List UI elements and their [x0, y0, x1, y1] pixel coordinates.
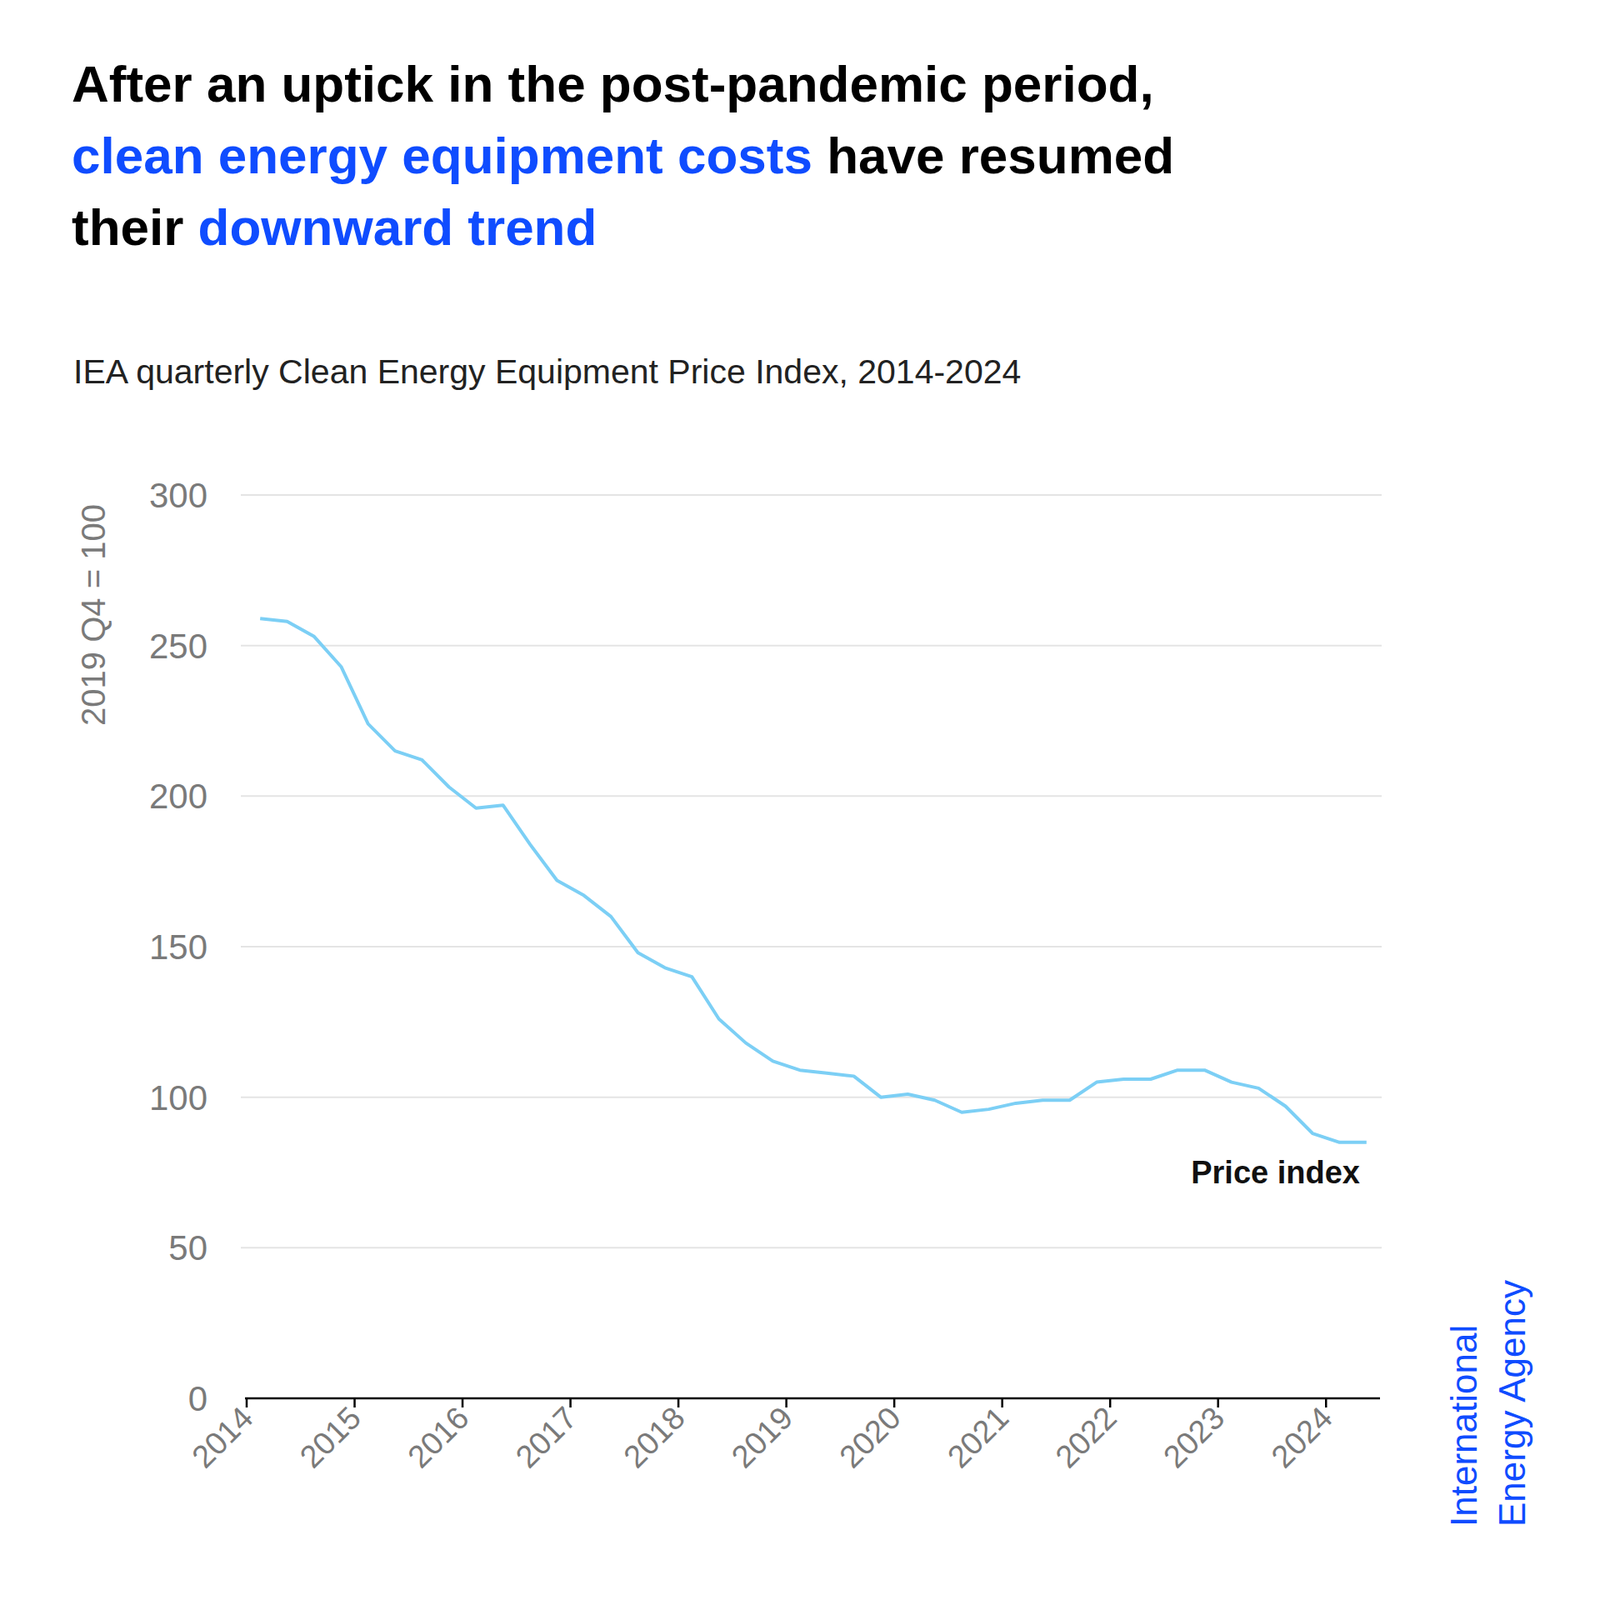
x-tick-label: 2019 — [725, 1400, 800, 1475]
x-tick — [353, 1398, 356, 1408]
x-tick — [245, 1398, 249, 1408]
y-tick-label: 300 — [149, 475, 208, 515]
title-part: After an uptick in the post-pandemic per… — [71, 55, 1155, 113]
x-tick-label: 2024 — [1264, 1400, 1339, 1475]
series-label: Price index — [1190, 1155, 1360, 1190]
y-tick-label: 50 — [168, 1228, 208, 1268]
logo: International — [1443, 1325, 1485, 1527]
grid-line — [240, 795, 1382, 797]
y-tick-label: 100 — [149, 1078, 208, 1118]
x-tick-label: 2020 — [832, 1400, 907, 1475]
x-tick-label: 2017 — [509, 1400, 584, 1475]
grid-line — [240, 945, 1382, 948]
x-tick — [1216, 1398, 1220, 1408]
logo: Energy Agency — [1491, 1280, 1533, 1527]
y-tick-label: 150 — [149, 927, 208, 967]
x-tick-label: 2015 — [293, 1400, 368, 1475]
x-tick — [893, 1398, 896, 1408]
y-tick-label: 200 — [149, 776, 208, 816]
x-tick-label: 2016 — [400, 1400, 475, 1475]
grid-line — [240, 494, 1382, 496]
title-part: their — [71, 198, 199, 256]
chart: After an uptick in the post-pandemic per… — [0, 0, 1600, 1600]
title: their downward trend — [71, 198, 597, 256]
y-tick-label: 0 — [188, 1379, 208, 1419]
x-tick — [1325, 1398, 1328, 1408]
plot-area — [260, 618, 1367, 1143]
x-tick — [1109, 1398, 1112, 1408]
x-tick-label: 2014 — [185, 1400, 260, 1475]
title: clean energy equipment costs have resume… — [71, 126, 1175, 185]
x-tick-label: 2018 — [616, 1400, 691, 1475]
grid-line — [240, 645, 1382, 647]
y-tick-label: 250 — [149, 626, 208, 666]
x-tick-label: 2023 — [1156, 1400, 1231, 1475]
series-line — [260, 618, 1367, 1143]
title: After an uptick in the post-pandemic per… — [71, 55, 1155, 113]
subtitle: IEA quarterly Clean Energy Equipment Pri… — [73, 352, 1021, 391]
x-tick — [785, 1398, 788, 1408]
x-axis-line — [245, 1397, 1380, 1400]
title-highlight: clean energy equipment costs — [71, 126, 813, 185]
y-axis-label: 2019 Q4 = 100 — [75, 504, 112, 726]
x-tick — [1000, 1398, 1004, 1408]
x-tick — [677, 1398, 680, 1408]
grid-line — [240, 1096, 1382, 1099]
title-highlight: downward trend — [198, 198, 598, 256]
title-part: have resumed — [812, 126, 1175, 185]
grid-line — [240, 1246, 1382, 1249]
x-tick-label: 2022 — [1048, 1400, 1123, 1475]
x-tick — [569, 1398, 572, 1408]
x-tick-label: 2021 — [940, 1400, 1015, 1475]
x-tick — [461, 1398, 465, 1408]
